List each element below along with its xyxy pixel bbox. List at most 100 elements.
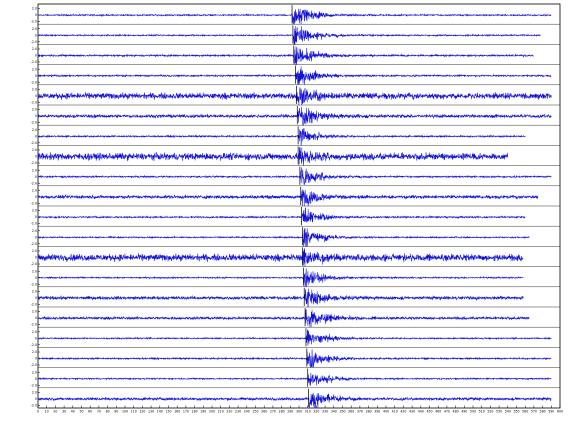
y-tick-label: -2.0 bbox=[31, 121, 37, 125]
y-tick-label: 0 bbox=[35, 336, 37, 340]
waveform-trace bbox=[37, 26, 541, 45]
waveform-trace bbox=[37, 66, 552, 85]
y-tick-label: -2.0 bbox=[31, 40, 37, 44]
x-tick-label: 150 bbox=[165, 410, 171, 414]
y-tick-label: -2.0 bbox=[31, 242, 37, 246]
x-tick-label: 10 bbox=[45, 410, 49, 414]
trace-panel: 2.0 0 -2.0 bbox=[31, 246, 560, 267]
x-tick-label: 290 bbox=[287, 410, 293, 414]
y-tick-label: 2.0 bbox=[32, 391, 37, 395]
waveform-trace bbox=[37, 128, 526, 146]
y-tick-label: 2.0 bbox=[32, 47, 37, 51]
trace-panel: 2.0 0 -2.0 bbox=[31, 266, 560, 288]
y-tick-label: -2.0 bbox=[31, 343, 37, 347]
y-tick-label: 0 bbox=[35, 276, 37, 280]
trace-panel: 2.0 0 -2.0 bbox=[31, 185, 560, 207]
x-tick-label: 530 bbox=[496, 410, 502, 414]
waveform-trace bbox=[37, 106, 552, 126]
x-tick-label: 90 bbox=[114, 410, 118, 414]
y-tick-label: 0 bbox=[35, 235, 37, 239]
x-tick-label: 270 bbox=[270, 410, 276, 414]
trace-panel: 2.0 0 -2.0 bbox=[31, 64, 560, 85]
x-tick-label: 440 bbox=[418, 410, 424, 414]
x-tick-label: 450 bbox=[426, 410, 432, 414]
x-tick-label: 340 bbox=[331, 410, 337, 414]
waveform-trace bbox=[37, 248, 524, 267]
x-tick-label: 60 bbox=[88, 410, 92, 414]
y-tick-label: -2.0 bbox=[31, 222, 37, 226]
x-tick-label: 170 bbox=[183, 410, 189, 414]
x-tick-label: 580 bbox=[540, 410, 546, 414]
waveform-trace bbox=[37, 329, 552, 346]
y-tick-label: 0 bbox=[35, 74, 37, 78]
y-tick-label: 2.0 bbox=[32, 27, 37, 31]
y-tick-label: -2.0 bbox=[31, 181, 37, 185]
waveform-trace bbox=[37, 228, 530, 247]
waveform-trace bbox=[37, 268, 524, 288]
x-tick-label: 350 bbox=[339, 410, 345, 414]
y-tick-label: -2.0 bbox=[31, 80, 37, 84]
waveform-trace bbox=[37, 372, 552, 386]
y-tick-label: -2.0 bbox=[31, 282, 37, 286]
x-tick-label: 190 bbox=[200, 410, 206, 414]
x-tick-label: 520 bbox=[487, 410, 493, 414]
trace-panel: 2.0 0 -2.0 bbox=[31, 225, 560, 247]
trace-panel: 2.0 0 -2.0 bbox=[31, 145, 560, 166]
y-tick-label: 0 bbox=[35, 114, 37, 118]
x-tick-label: 110 bbox=[131, 410, 137, 414]
y-tick-label: 0 bbox=[35, 134, 37, 138]
y-tick-label: -2.0 bbox=[31, 202, 37, 206]
x-tick-label: 330 bbox=[322, 410, 328, 414]
trace-panel: 2.0 0 -2.0 bbox=[31, 24, 560, 45]
y-tick-label: -2.0 bbox=[31, 101, 37, 105]
y-tick-label: -2.0 bbox=[31, 363, 37, 367]
x-tick-label: 280 bbox=[279, 410, 285, 414]
y-tick-label: 0 bbox=[35, 195, 37, 199]
x-tick-label: 180 bbox=[192, 410, 198, 414]
y-tick-label: 2.0 bbox=[32, 310, 37, 314]
y-tick-label: -2.0 bbox=[31, 262, 37, 266]
trace-panel: 2.0 0 -2.0 bbox=[31, 84, 560, 106]
y-tick-label: -2.0 bbox=[31, 323, 37, 327]
waveform-trace bbox=[37, 87, 552, 106]
x-tick-label: 80 bbox=[106, 410, 110, 414]
x-tick-label: 30 bbox=[62, 410, 66, 414]
x-tick-label: 200 bbox=[209, 410, 215, 414]
x-tick-label: 490 bbox=[461, 410, 467, 414]
y-tick-label: 2.0 bbox=[32, 7, 37, 11]
y-tick-label: 0 bbox=[35, 94, 37, 98]
x-tick-label: 300 bbox=[296, 410, 302, 414]
x-tick-label: 320 bbox=[313, 410, 319, 414]
x-tick-label: 360 bbox=[348, 410, 354, 414]
waveform-trace bbox=[37, 392, 552, 409]
x-tick-label: 160 bbox=[174, 410, 180, 414]
y-tick-label: 0 bbox=[35, 316, 37, 320]
x-tick-label: 570 bbox=[531, 410, 537, 414]
trace-panel: 2.0 0 -2.0 bbox=[31, 286, 560, 308]
x-tick-label: 550 bbox=[513, 410, 519, 414]
x-axis: 0 10 20 30 40 50 60 70 80 90 100 110 120 130 140 150 160… bbox=[37, 405, 563, 414]
trace-panel: 2.0 0 -2.0 bbox=[31, 44, 560, 65]
trace-panel: 2.0 0 -2.0 bbox=[31, 165, 560, 185]
x-tick-label: 0 bbox=[37, 410, 39, 414]
x-tick-label: 480 bbox=[453, 410, 459, 414]
x-tick-label: 500 bbox=[470, 410, 476, 414]
y-tick-label: 0 bbox=[35, 377, 37, 381]
y-tick-label: 2.0 bbox=[32, 350, 37, 354]
x-tick-label: 370 bbox=[357, 410, 363, 414]
x-tick-label: 240 bbox=[244, 410, 250, 414]
y-tick-label: 2.0 bbox=[32, 168, 37, 172]
trace-panel: 2.0 0 -2.0 bbox=[31, 306, 560, 328]
x-tick-label: 560 bbox=[522, 410, 528, 414]
y-tick-label: 2.0 bbox=[32, 108, 37, 112]
y-tick-label: 2.0 bbox=[32, 370, 37, 374]
y-tick-label: 2.0 bbox=[32, 290, 37, 294]
waveform-trace bbox=[37, 349, 552, 368]
y-tick-label: 2.0 bbox=[32, 209, 37, 213]
y-tick-label: 2.0 bbox=[32, 249, 37, 253]
x-tick-label: 400 bbox=[383, 410, 389, 414]
y-tick-label: 2.0 bbox=[32, 229, 37, 233]
x-tick-label: 120 bbox=[139, 410, 145, 414]
y-tick-label: 0 bbox=[35, 13, 37, 17]
trace-panel: 2.0 0 -2.0 bbox=[31, 387, 560, 409]
